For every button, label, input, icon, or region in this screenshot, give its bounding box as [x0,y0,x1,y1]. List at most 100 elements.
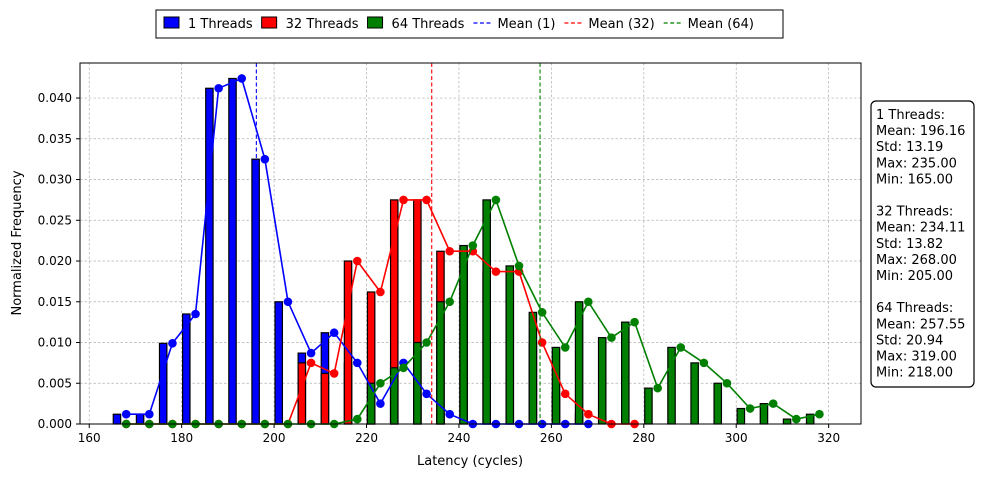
bar-series-1 [181,313,191,425]
point-series-1 [121,409,131,419]
point-series-3 [676,343,686,352]
bar-series-3 [736,407,746,425]
bar-series-3 [597,337,607,425]
bar-series-3 [782,418,792,425]
legend-label-6: Mean (64) [688,17,754,32]
x-ticks: 160 180 200 220 240 260 280 300 320 [78,424,840,445]
point-series-2 [329,369,339,378]
stats-line: Mean: 257.55 [876,317,965,332]
bar-series-3 [551,346,561,425]
legend-label-1: 1 Threads [188,17,253,32]
y-tick-label: 0.020 [38,254,72,268]
legend-swatch-2 [261,16,278,29]
stats-line: Min: 165.00 [876,172,953,187]
point-series-1 [191,309,200,319]
point-series-3 [537,308,547,317]
point-series-1 [306,348,316,358]
x-axis-label: Latency (cycles) [417,454,523,469]
point-series-1 [352,358,362,368]
bar-series-3 [482,199,491,425]
line-series-1 [126,77,589,425]
point-series-2 [306,358,316,368]
legend-swatch-3 [367,16,384,29]
legend-label-3: 64 Threads [392,17,465,32]
bar-series-1 [205,87,214,425]
bar-series-1 [158,342,168,425]
x-tick-label: 180 [170,431,193,445]
bar-series-3 [528,311,538,425]
stats-line: Std: 20.94 [876,333,943,348]
series-lines [121,74,824,429]
point-series-2 [537,338,547,347]
y-tick-label: 0.035 [38,132,72,146]
point-series-3 [745,404,755,413]
legend-label-2: 32 Threads [286,17,359,32]
point-series-3 [584,297,593,307]
plot-frame [79,62,862,425]
stats-line: 1 Threads: [876,108,945,123]
y-tick-label: 0.005 [38,376,72,390]
point-series-3 [491,195,501,205]
point-series-1 [422,389,431,399]
bar-series-3 [366,382,376,425]
y-axis-label: Normalized Frequency [10,170,25,315]
bar-series-1 [251,158,260,425]
stats-line: Std: 13.19 [876,140,943,155]
point-series-3 [768,399,778,408]
x-tick-label: 320 [817,431,840,445]
point-series-2 [560,389,570,399]
bar-series-1 [112,413,122,425]
legend-label-5: Mean (32) [588,17,654,32]
point-series-1 [214,83,223,93]
y-tick-label: 0.025 [38,213,72,227]
legend-label-4: Mean (1) [497,17,555,32]
x-tick-label: 240 [447,431,470,445]
point-series-3 [422,338,431,347]
stats-line: Std: 13.82 [876,237,943,252]
stats-box-frame [870,100,975,388]
legend-swatch-1 [163,16,180,29]
point-series-3 [352,414,362,424]
point-series-1 [260,154,270,164]
point-series-3 [376,378,385,388]
x-tick-label: 300 [725,431,748,445]
point-series-3 [560,343,570,352]
point-series-1 [376,399,385,408]
mean-lines [255,63,541,424]
stats-line: Max: 268.00 [876,253,957,268]
point-series-2 [445,246,455,256]
point-series-1 [283,297,293,307]
point-series-2 [352,256,362,266]
bar-series-3 [713,382,723,425]
y-tick-label: 0.040 [38,91,72,105]
x-tick-label: 260 [540,431,563,445]
bar-series-1 [228,77,237,425]
bar-series-2 [343,260,353,425]
point-series-3 [815,409,824,419]
x-tick-label: 220 [355,431,378,445]
stats-line: Max: 235.00 [876,156,957,171]
y-tick-label: 0.000 [38,417,72,431]
y-tick-label: 0.010 [38,336,72,350]
point-series-3 [630,317,639,327]
stats-line: Max: 319.00 [876,350,957,365]
point-series-3 [468,241,478,250]
stats-line: 32 Threads: [876,205,953,220]
legend: 1 Threads 32 Threads 64 Threads Mean (1) Mea… [155,9,784,39]
bar-series-1 [135,413,145,425]
point-series-1 [445,409,455,419]
point-series-2 [376,287,385,297]
stats-line: 64 Threads: [876,301,953,316]
point-series-3 [514,261,524,271]
point-series-3 [399,363,408,373]
x-tick-label: 160 [78,431,101,445]
x-tick-label: 200 [263,431,286,445]
stats-line: Min: 205.00 [876,269,953,284]
point-series-3 [699,358,709,368]
x-tick-label: 280 [632,431,655,445]
grid-lines [80,63,861,425]
point-series-2 [491,267,501,276]
bar-series-2 [320,372,330,425]
legend-frame [155,9,784,39]
